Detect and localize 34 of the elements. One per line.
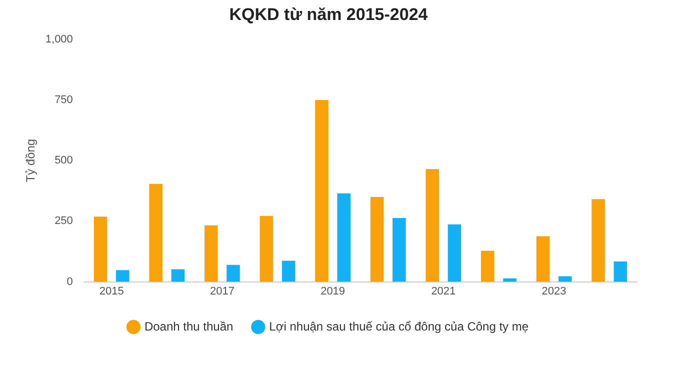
- y-tick-label: 0: [66, 276, 73, 288]
- x-tick-label: 2015: [99, 285, 124, 298]
- x-tick-label: 2021: [431, 285, 456, 298]
- bar: [282, 260, 296, 282]
- bar: [116, 270, 130, 282]
- bar: [337, 193, 351, 282]
- bar: [204, 225, 218, 282]
- bar: [226, 264, 240, 282]
- y-tick-label: 750: [54, 94, 73, 106]
- y-axis-title: Tỷ đồng: [24, 138, 38, 182]
- bar: [614, 261, 628, 282]
- bar: [592, 199, 605, 282]
- y-tick-label: 1,000: [45, 33, 73, 46]
- bar: [426, 169, 439, 282]
- bar: [370, 196, 384, 282]
- bar: [94, 216, 108, 282]
- legend-label: Doanh thu thuần: [144, 319, 234, 334]
- y-tick-label: 500: [54, 154, 73, 167]
- x-tick-label: 2019: [320, 285, 346, 298]
- bar: [149, 184, 162, 282]
- bar: [448, 224, 462, 282]
- y-tick-label: 250: [54, 215, 73, 228]
- bar: [260, 216, 274, 282]
- bar: [481, 250, 494, 282]
- bar: [171, 269, 185, 282]
- bar: [536, 236, 550, 282]
- bar: [315, 100, 328, 282]
- bar: [503, 278, 516, 282]
- bar: [558, 276, 572, 282]
- x-tick-label: 2017: [210, 285, 234, 298]
- x-tick-label: 2023: [542, 285, 566, 298]
- bar: [392, 218, 406, 282]
- legend-label: Lợi nhuận sau thuế của cổ đông của Công ty mẹ: [269, 319, 529, 334]
- chart-title: KQKD từ năm 2015-2024: [229, 4, 428, 24]
